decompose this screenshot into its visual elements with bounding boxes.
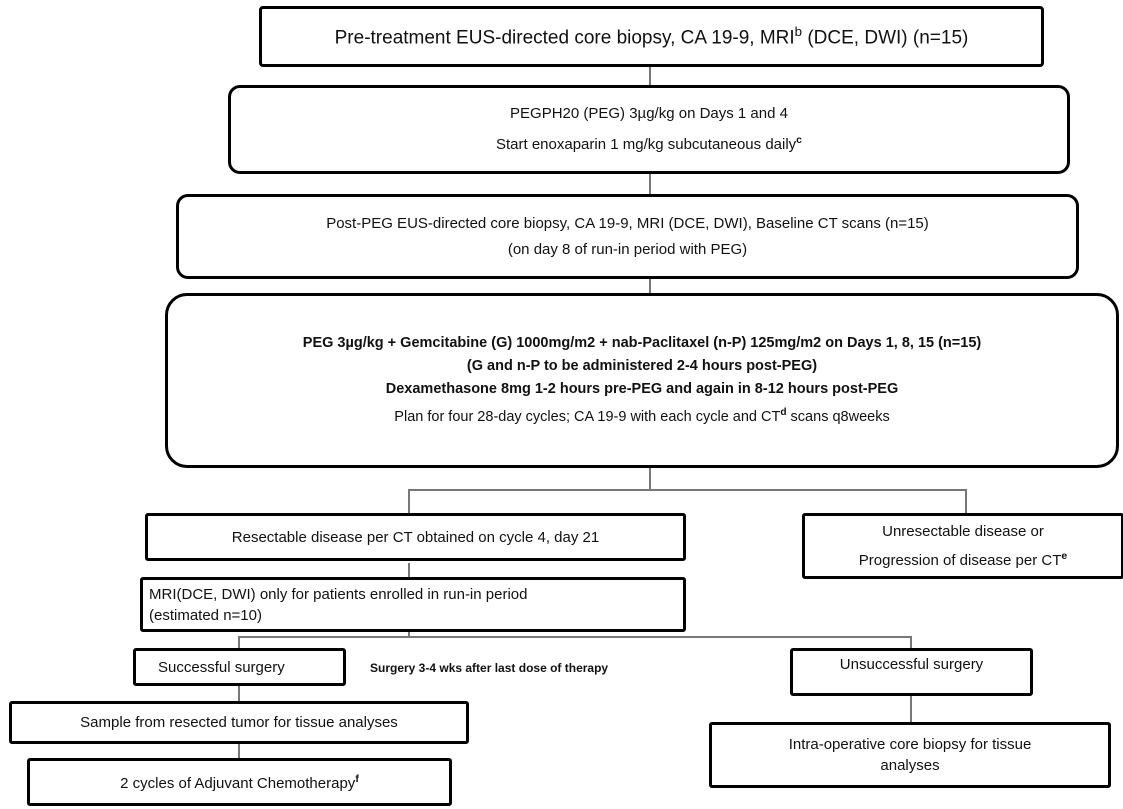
post-peg-box: Post-PEG EUS-directed core biopsy, CA 19… bbox=[176, 194, 1079, 279]
adjuvant-chemo-box: 2 cycles of Adjuvant Chemotherapyf bbox=[27, 758, 452, 806]
connector-line bbox=[649, 466, 651, 490]
resectable-text: Resectable disease per CT obtained on cy… bbox=[231, 528, 600, 546]
connector-line bbox=[408, 489, 966, 491]
connector-line bbox=[649, 172, 651, 194]
connector-line bbox=[408, 563, 410, 577]
progression-text: Progression of disease per CTe bbox=[858, 549, 1068, 569]
pretreatment-box: Pre-treatment EUS-directed core biopsy, … bbox=[259, 6, 1044, 67]
connector-line bbox=[408, 630, 410, 638]
connector-line bbox=[649, 65, 651, 85]
connector-line bbox=[238, 636, 240, 650]
resectable-box: Resectable disease per CT obtained on cy… bbox=[145, 513, 686, 561]
peg-box: PEGPH20 (PEG) 3µg/kg on Days 1 and 4 Sta… bbox=[228, 85, 1070, 174]
mri-text: MRI(DCE, DWI) only for patients enrolled… bbox=[149, 585, 528, 603]
adjuvant-chemo-text: 2 cycles of Adjuvant Chemotherapyf bbox=[120, 772, 359, 792]
cycle-plan-text: Plan for four 28-day cycles; CA 19-9 wit… bbox=[394, 407, 890, 425]
intraoperative-biopsy-box: Intra-operative core biopsy for tissue a… bbox=[709, 722, 1111, 788]
administration-timing-text: (G and n-P to be administered 2-4 hours … bbox=[466, 358, 818, 375]
intraoperative-biopsy-text: Intra-operative core biopsy for tissue bbox=[788, 736, 1032, 753]
peg-dose-text: PEGPH20 (PEG) 3µg/kg on Days 1 and 4 bbox=[510, 105, 788, 122]
pretreatment-text: Pre-treatment EUS-directed core biopsy, … bbox=[334, 23, 969, 49]
treatment-regimen-text: PEG 3µg/kg + Gemcitabine (G) 1000mg/m2 +… bbox=[302, 335, 982, 352]
successful-surgery-text: Successful surgery bbox=[158, 658, 285, 676]
unresectable-text: Unresectable disease or bbox=[882, 522, 1044, 540]
successful-surgery-box: Successful surgery bbox=[133, 648, 346, 686]
connector-line bbox=[910, 694, 912, 724]
unresectable-box: Unresectable disease or Progression of d… bbox=[802, 513, 1123, 579]
connector-line bbox=[649, 277, 651, 293]
connector-line bbox=[238, 636, 912, 638]
tissue-sample-box: Sample from resected tumor for tissue an… bbox=[9, 701, 469, 744]
surgery-timing-label: Surgery 3-4 wks after last dose of thera… bbox=[370, 661, 609, 675]
connector-line bbox=[965, 489, 967, 513]
connector-line bbox=[238, 742, 240, 759]
post-peg-timing-text: (on day 8 of run-in period with PEG) bbox=[507, 240, 748, 258]
mri-box: MRI(DCE, DWI) only for patients enrolled… bbox=[140, 577, 686, 632]
intraoperative-biopsy-text-cont: analyses bbox=[880, 757, 940, 774]
dexamethasone-text: Dexamethasone 8mg 1-2 hours pre-PEG and … bbox=[385, 381, 899, 398]
post-peg-text: Post-PEG EUS-directed core biopsy, CA 19… bbox=[326, 214, 929, 232]
connector-line bbox=[910, 636, 912, 650]
enoxaparin-text: Start enoxaparin 1 mg/kg subcutaneous da… bbox=[495, 134, 803, 153]
tissue-sample-text: Sample from resected tumor for tissue an… bbox=[80, 714, 398, 731]
connector-line bbox=[408, 489, 410, 513]
connector-line bbox=[238, 684, 240, 703]
mri-estimate-text: (estimated n=10) bbox=[149, 606, 262, 624]
unsuccessful-surgery-box: Unsuccessful surgery bbox=[790, 648, 1033, 696]
treatment-box: PEG 3µg/kg + Gemcitabine (G) 1000mg/m2 +… bbox=[165, 293, 1119, 468]
unsuccessful-surgery-text: Unsuccessful surgery bbox=[839, 656, 984, 673]
